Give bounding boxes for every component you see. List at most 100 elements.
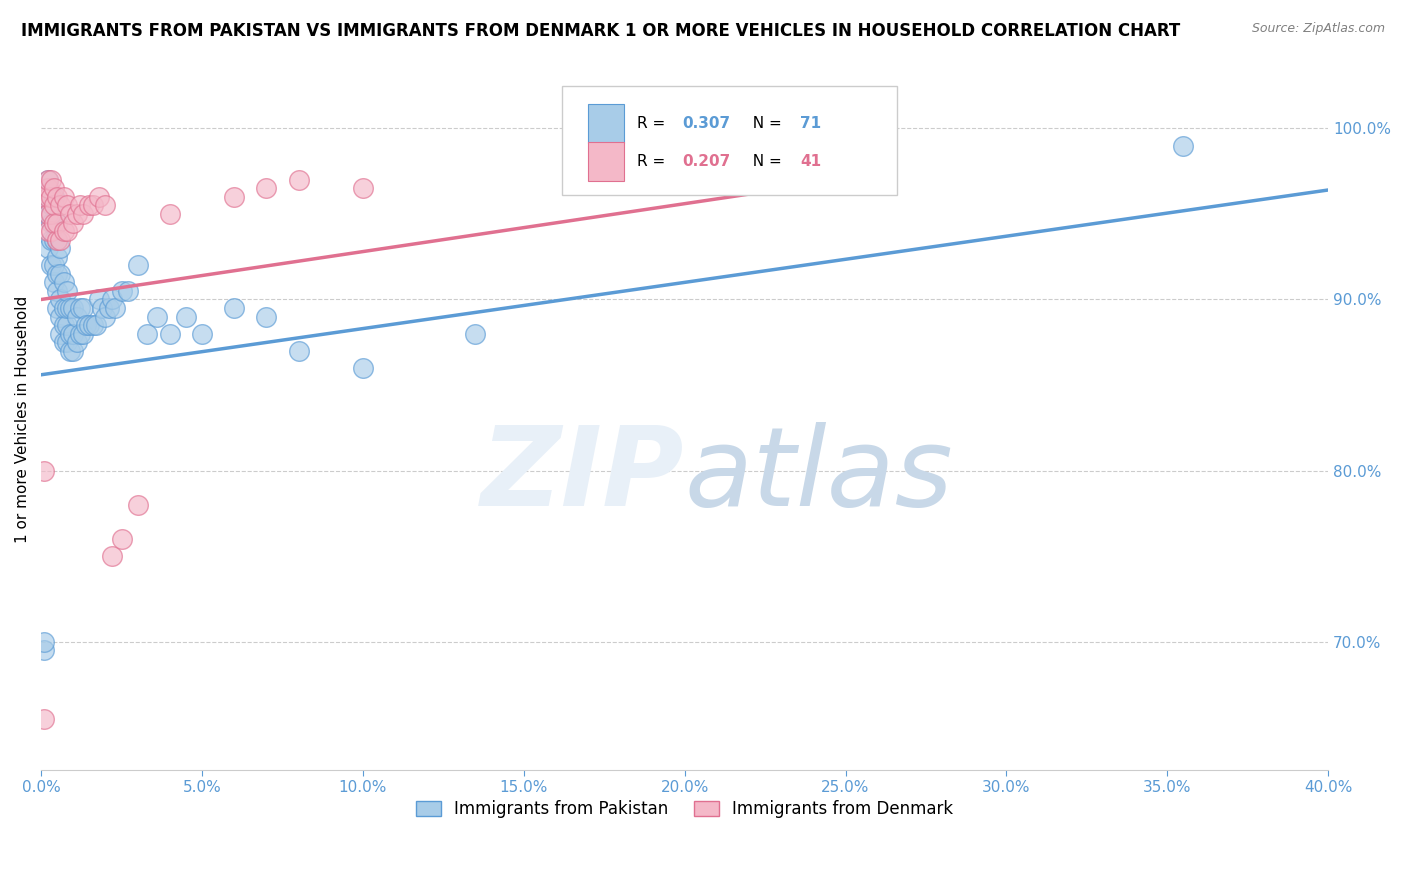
Point xyxy=(39,198,62,212)
Y-axis label: 1 or more Vehicles in Household: 1 or more Vehicles in Household xyxy=(15,295,30,543)
Point xyxy=(49,326,72,341)
Point xyxy=(49,310,72,324)
Point xyxy=(82,198,104,212)
Point xyxy=(104,301,127,315)
Point xyxy=(52,224,75,238)
Point xyxy=(52,318,75,333)
Point xyxy=(65,335,87,350)
Point xyxy=(37,207,59,221)
Point xyxy=(46,190,69,204)
Point xyxy=(127,258,149,272)
Point xyxy=(62,301,84,315)
Point xyxy=(49,241,72,255)
Point xyxy=(42,181,65,195)
Point xyxy=(56,335,79,350)
Point xyxy=(49,267,72,281)
Point xyxy=(39,233,62,247)
Point xyxy=(94,310,117,324)
Text: N =: N = xyxy=(742,153,786,169)
Point xyxy=(72,301,94,315)
Point xyxy=(69,326,91,341)
Text: 0.207: 0.207 xyxy=(682,153,730,169)
Point xyxy=(37,190,59,204)
Point xyxy=(52,276,75,290)
Point xyxy=(191,326,214,341)
Point xyxy=(62,215,84,229)
Point xyxy=(42,276,65,290)
Point xyxy=(117,284,139,298)
Text: ZIP: ZIP xyxy=(481,422,685,529)
FancyBboxPatch shape xyxy=(562,86,897,194)
Point xyxy=(82,318,104,333)
Point xyxy=(136,326,159,341)
Point xyxy=(59,301,82,315)
Point xyxy=(34,190,56,204)
FancyBboxPatch shape xyxy=(588,104,624,143)
Point xyxy=(224,301,246,315)
Point xyxy=(65,207,87,221)
Point xyxy=(254,181,277,195)
Point xyxy=(84,318,107,333)
Point xyxy=(42,215,65,229)
Point xyxy=(42,258,65,272)
Point xyxy=(46,301,69,315)
Point xyxy=(37,207,59,221)
Point xyxy=(49,293,72,307)
Point xyxy=(101,549,124,563)
Point xyxy=(46,215,69,229)
Text: 0.307: 0.307 xyxy=(682,116,730,131)
Point xyxy=(49,198,72,212)
Point xyxy=(39,207,62,221)
Point xyxy=(159,326,181,341)
Point xyxy=(46,233,69,247)
Point xyxy=(72,326,94,341)
Point xyxy=(287,343,309,358)
Point xyxy=(56,224,79,238)
Point xyxy=(287,172,309,186)
Point xyxy=(87,190,110,204)
Text: R =: R = xyxy=(637,116,671,131)
Point xyxy=(37,172,59,186)
Point xyxy=(42,198,65,212)
Point xyxy=(62,343,84,358)
Point xyxy=(42,215,65,229)
Point xyxy=(352,360,374,375)
Point xyxy=(42,233,65,247)
Point xyxy=(37,224,59,238)
Legend: Immigrants from Pakistan, Immigrants from Denmark: Immigrants from Pakistan, Immigrants fro… xyxy=(409,794,960,825)
Point xyxy=(94,198,117,212)
Text: 41: 41 xyxy=(800,153,821,169)
Point xyxy=(49,233,72,247)
Text: Source: ZipAtlas.com: Source: ZipAtlas.com xyxy=(1251,22,1385,36)
Point xyxy=(352,181,374,195)
Point xyxy=(37,241,59,255)
Point xyxy=(39,172,62,186)
Point xyxy=(56,301,79,315)
Point xyxy=(39,224,62,238)
Point xyxy=(91,301,114,315)
Point xyxy=(224,190,246,204)
Point xyxy=(174,310,197,324)
Point xyxy=(46,215,69,229)
Point xyxy=(39,190,62,204)
Point xyxy=(46,250,69,264)
Text: IMMIGRANTS FROM PAKISTAN VS IMMIGRANTS FROM DENMARK 1 OR MORE VEHICLES IN HOUSEH: IMMIGRANTS FROM PAKISTAN VS IMMIGRANTS F… xyxy=(21,22,1181,40)
Point xyxy=(65,310,87,324)
Point xyxy=(56,198,79,212)
Point xyxy=(59,326,82,341)
Point xyxy=(37,181,59,195)
Point xyxy=(75,318,97,333)
Point xyxy=(42,190,65,204)
Point xyxy=(37,181,59,195)
Text: atlas: atlas xyxy=(685,422,953,529)
Text: 71: 71 xyxy=(800,116,821,131)
Point xyxy=(59,207,82,221)
Point xyxy=(39,215,62,229)
Point xyxy=(37,172,59,186)
Point xyxy=(34,464,56,478)
Point xyxy=(62,326,84,341)
Point xyxy=(101,293,124,307)
Point xyxy=(127,498,149,512)
Point xyxy=(52,335,75,350)
Point xyxy=(97,301,120,315)
